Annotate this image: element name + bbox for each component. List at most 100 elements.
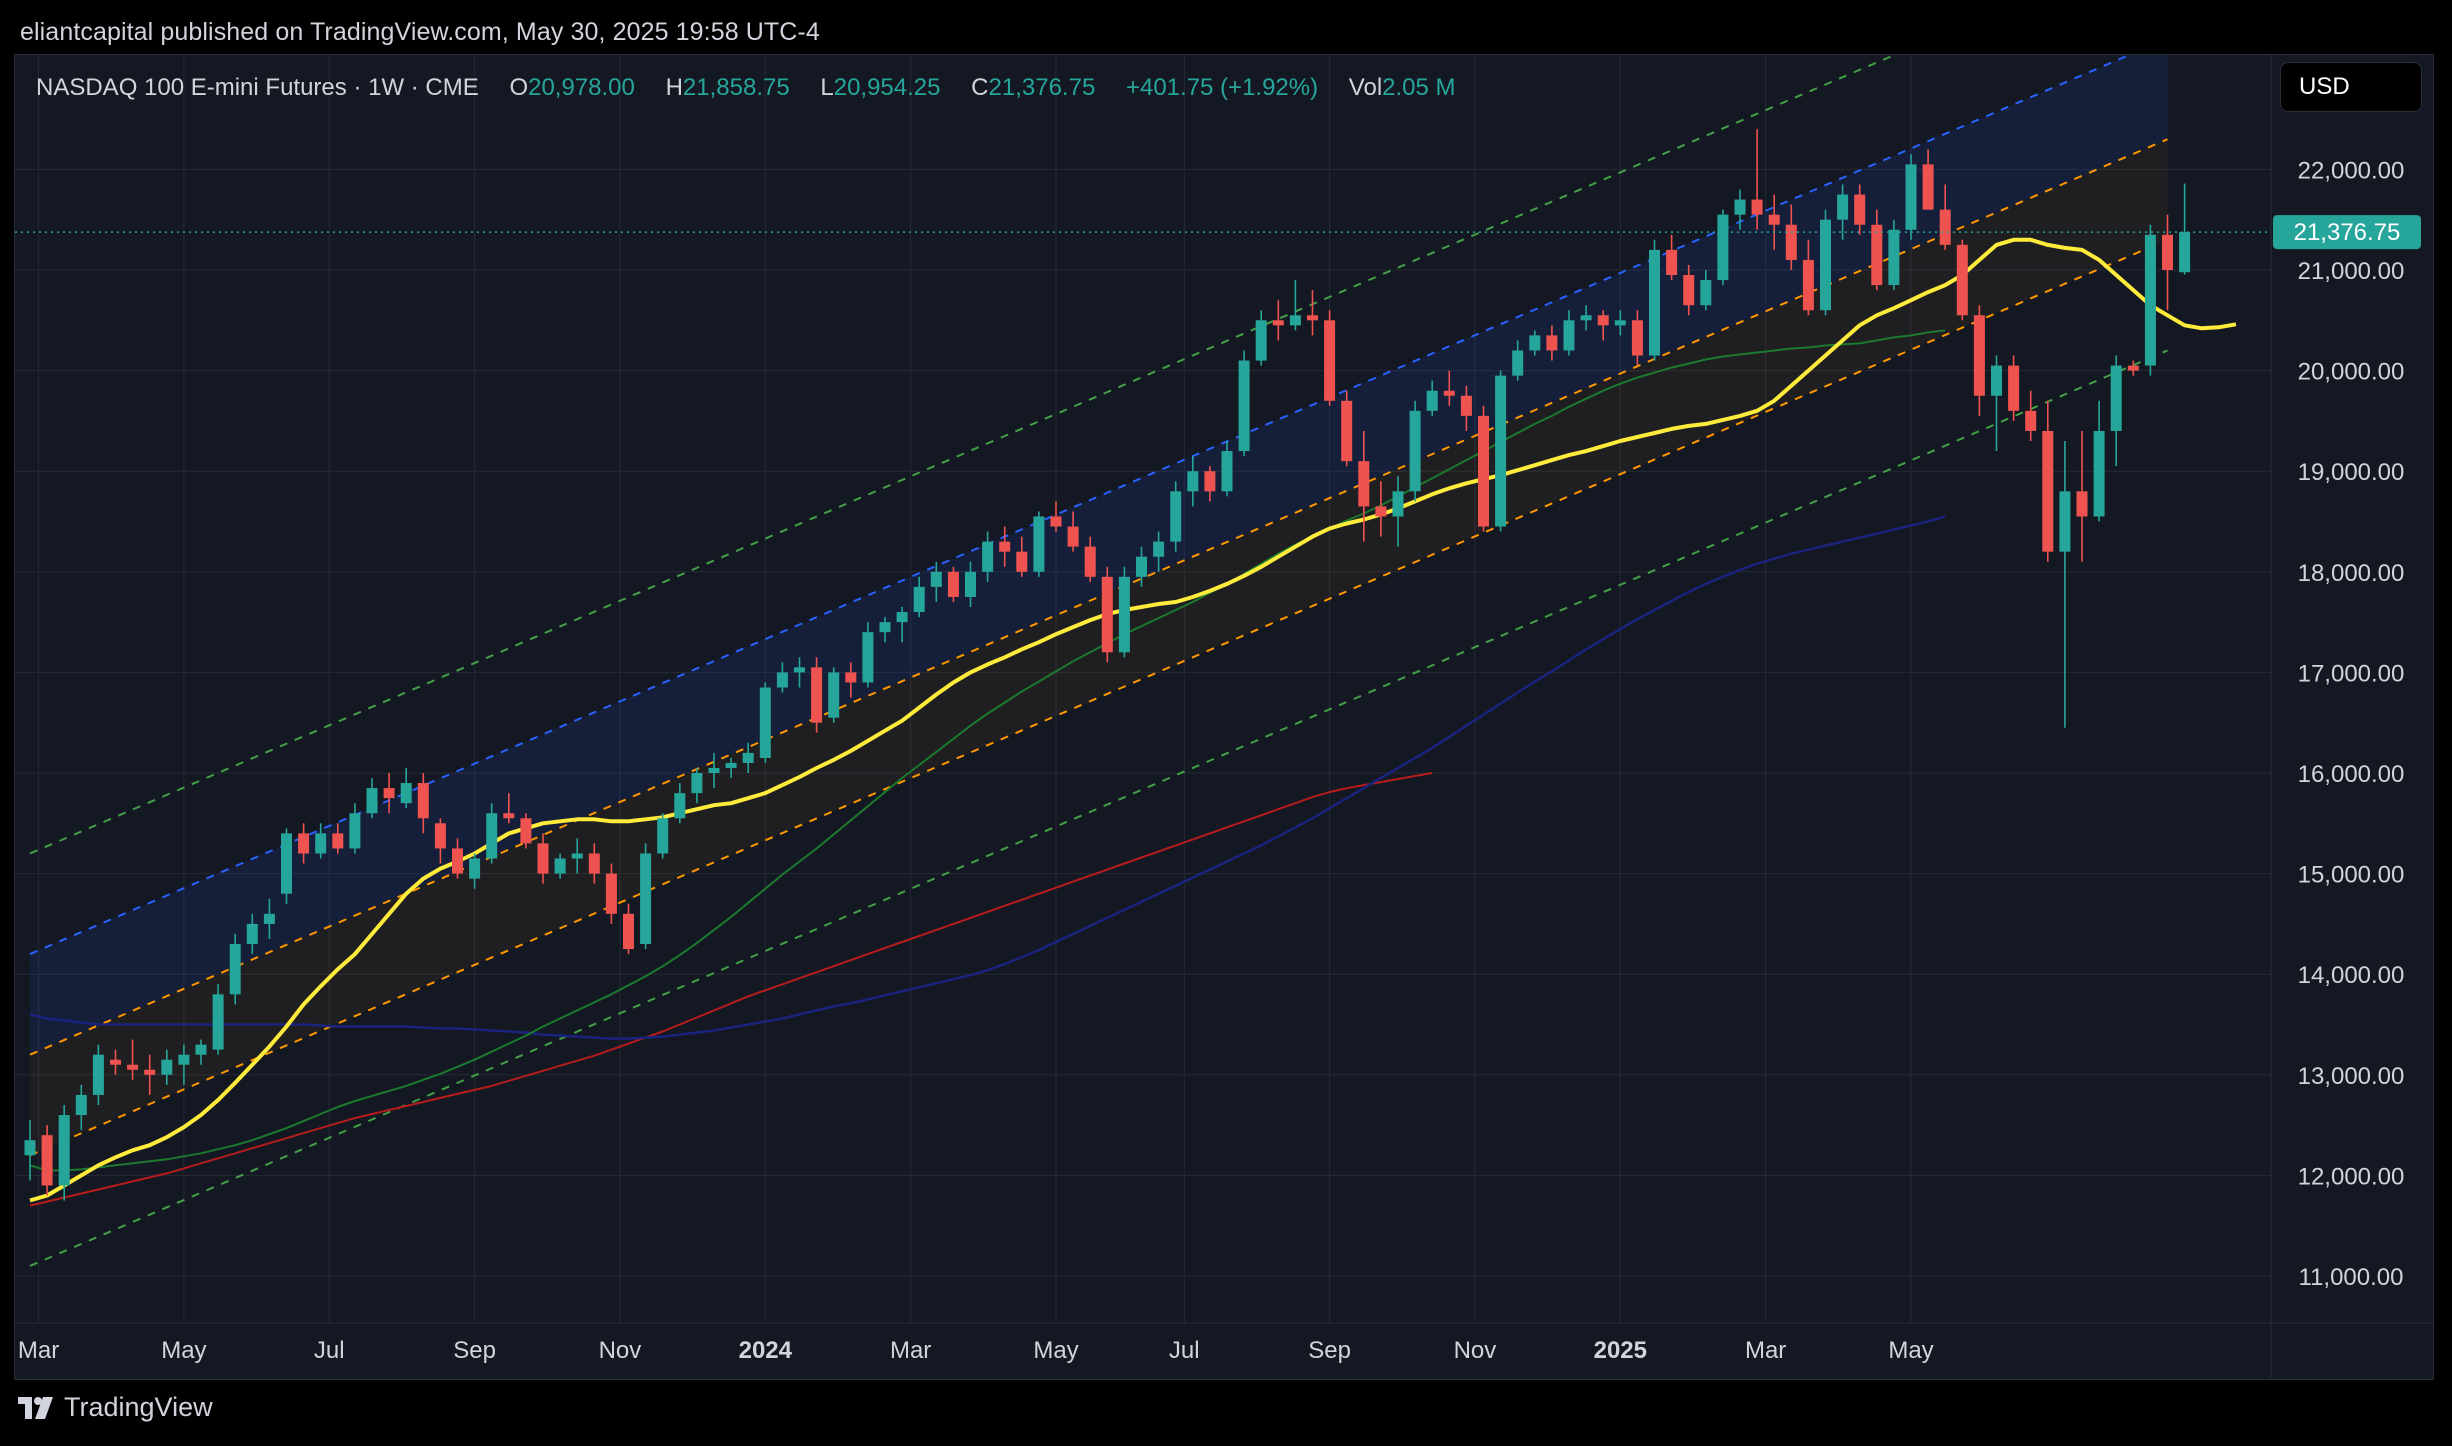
candle-body (24, 1140, 36, 1156)
time-tick-label: Nov (599, 1337, 642, 1364)
candle-body (1204, 471, 1216, 492)
candle-up (862, 622, 874, 688)
price-tick-label: 16,000.00 (2298, 761, 2405, 788)
candle-down (434, 818, 446, 864)
candle-body (161, 1059, 173, 1075)
close-value: 21,376.75 (988, 74, 1096, 101)
candle-down (383, 773, 395, 814)
candle-body (554, 858, 566, 874)
candle-up (776, 662, 788, 693)
candle-body (2127, 365, 2139, 371)
candle-body (811, 667, 823, 723)
candle-body (708, 767, 720, 773)
candle-down (1016, 536, 1028, 577)
candle-up (1033, 511, 1045, 577)
candle-body (982, 541, 994, 572)
price-tick-label: 19,000.00 (2298, 459, 2405, 486)
candle-body (1495, 375, 1507, 527)
upper-channel-line (29, 55, 2132, 955)
candle-body (1802, 259, 1814, 311)
candle-body (879, 622, 891, 633)
open-value: 20,978.00 (528, 74, 635, 101)
candle-body (1871, 224, 1883, 286)
candle-down (537, 833, 549, 884)
candle-up (657, 813, 669, 859)
candle-up (1153, 531, 1165, 572)
candle-body (1067, 526, 1079, 547)
candle-body (674, 793, 686, 819)
candle-down (110, 1049, 121, 1075)
price-tick-label: 13,000.00 (2298, 1063, 2405, 1090)
price-tick-label: 17,000.00 (2298, 660, 2405, 687)
candle-body (75, 1094, 87, 1116)
candle-up (742, 742, 754, 773)
candle-up (58, 1104, 70, 1201)
candle-up (640, 843, 652, 950)
candle-body (1649, 249, 1660, 356)
candle-down (811, 657, 823, 733)
tradingview-brand: TradingView (64, 1392, 213, 1422)
candle-down (298, 823, 310, 864)
time-tick-label: 2024 (739, 1337, 793, 1364)
candle-down (1751, 129, 1763, 230)
candle-up (1700, 270, 1712, 311)
candle-body (862, 632, 874, 683)
candle-body (1512, 350, 1524, 376)
mid-lower-channel-line (29, 238, 2168, 1157)
candle-up (913, 576, 925, 618)
candle-body (1136, 556, 1147, 577)
candle-up (246, 913, 258, 955)
candle-body (1597, 315, 1609, 326)
candle-down (520, 813, 532, 849)
candle-body (1307, 315, 1318, 321)
candle-up (828, 667, 840, 723)
candle-up (1734, 189, 1746, 230)
candle-down (1375, 481, 1387, 537)
tradingview-logo[interactable]: TradingView (18, 1392, 213, 1423)
candle-up (1170, 481, 1182, 552)
candle-up (1426, 380, 1438, 416)
candle-down (2008, 355, 2020, 421)
candle-body (1016, 551, 1028, 572)
candle-body (999, 541, 1011, 552)
candle-up (1495, 370, 1507, 532)
candle-body (1050, 516, 1062, 527)
candle-body (1221, 451, 1233, 492)
candle-body (1478, 415, 1489, 527)
candle-down (1939, 184, 1951, 250)
candle-down (999, 526, 1011, 567)
candle-body (1187, 471, 1199, 492)
last-price-tag-text: 21,376.75 (2294, 219, 2401, 246)
candle-body (2042, 430, 2054, 552)
candle-up (982, 531, 994, 582)
tradingview-logo-icon (18, 1396, 53, 1419)
currency-button[interactable]: USD (2280, 62, 2422, 112)
candle-down (2076, 430, 2088, 562)
candle-up (674, 783, 686, 824)
chart-frame[interactable] (14, 54, 2434, 1380)
candle-body (383, 788, 395, 799)
candle-down (1272, 300, 1284, 341)
candle-body (246, 923, 258, 945)
candle-body (605, 873, 617, 914)
candle-up (195, 1039, 207, 1065)
candle-up (1717, 209, 1729, 286)
time-tick-label: May (161, 1337, 206, 1364)
last-price-tag: 21,376.75 (2273, 215, 2421, 250)
candle-up (75, 1084, 87, 1131)
candle-down (623, 903, 634, 955)
candle-body (520, 818, 532, 844)
price-tick-label: 14,000.00 (2298, 962, 2405, 989)
candle-body (452, 848, 463, 874)
candle-body (110, 1059, 121, 1065)
candle-down (1341, 390, 1353, 467)
candle-body (1888, 229, 1900, 286)
candle-body (2025, 410, 2037, 431)
low-value: 20,954.25 (833, 74, 941, 101)
candle-up (161, 1049, 173, 1085)
candle-down (845, 662, 857, 698)
candle-up (24, 1120, 36, 1181)
price-tick-label: 21,000.00 (2298, 258, 2405, 285)
candle-up (2093, 400, 2105, 522)
